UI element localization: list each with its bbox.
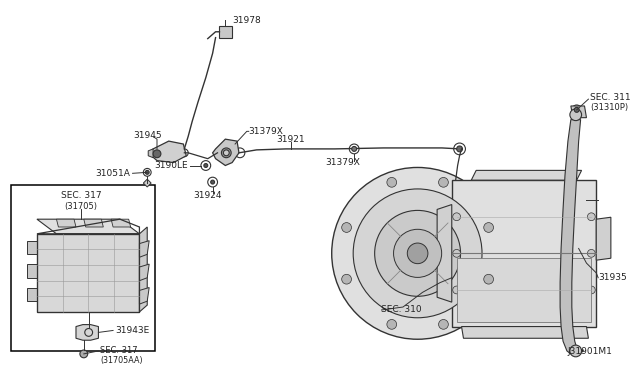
- Circle shape: [484, 274, 493, 284]
- Circle shape: [394, 229, 442, 278]
- Polygon shape: [140, 264, 149, 281]
- Circle shape: [438, 320, 449, 329]
- Polygon shape: [437, 205, 452, 302]
- Polygon shape: [140, 227, 147, 312]
- Polygon shape: [220, 26, 232, 38]
- Polygon shape: [140, 241, 149, 257]
- Circle shape: [145, 170, 149, 174]
- Polygon shape: [37, 219, 140, 234]
- Circle shape: [80, 350, 88, 358]
- Circle shape: [211, 180, 214, 184]
- Text: SEC. 310: SEC. 310: [381, 305, 422, 314]
- Text: SEC. 317: SEC. 317: [100, 346, 138, 356]
- Text: 31945: 31945: [133, 131, 161, 140]
- Bar: [457, 258, 591, 322]
- Bar: [11, 185, 155, 351]
- Text: (31705AA): (31705AA): [100, 356, 143, 365]
- Circle shape: [204, 164, 208, 167]
- Circle shape: [221, 148, 231, 158]
- Polygon shape: [148, 149, 153, 158]
- Polygon shape: [143, 179, 151, 187]
- Polygon shape: [149, 141, 186, 163]
- Text: SEC. 311: SEC. 311: [590, 93, 631, 102]
- Circle shape: [332, 167, 504, 339]
- Circle shape: [588, 250, 595, 257]
- Text: J31901M1: J31901M1: [568, 347, 613, 356]
- Circle shape: [374, 211, 461, 296]
- Circle shape: [153, 150, 161, 158]
- Circle shape: [342, 274, 351, 284]
- Circle shape: [353, 189, 482, 318]
- Polygon shape: [596, 217, 611, 260]
- Text: 31935: 31935: [598, 273, 627, 282]
- Circle shape: [387, 177, 397, 187]
- Text: (31705): (31705): [65, 202, 97, 211]
- Circle shape: [407, 243, 428, 264]
- Polygon shape: [27, 241, 37, 254]
- Polygon shape: [56, 219, 76, 227]
- Circle shape: [574, 108, 579, 112]
- Polygon shape: [27, 264, 37, 278]
- Circle shape: [452, 286, 461, 294]
- Polygon shape: [461, 327, 588, 338]
- Text: 31978: 31978: [232, 16, 261, 25]
- Text: 31379X: 31379X: [249, 127, 284, 136]
- Circle shape: [588, 286, 595, 294]
- Circle shape: [452, 213, 461, 221]
- Polygon shape: [471, 170, 582, 180]
- Polygon shape: [27, 288, 37, 301]
- Circle shape: [570, 345, 582, 357]
- Text: SEC. 317: SEC. 317: [61, 191, 101, 200]
- Circle shape: [223, 150, 229, 156]
- Polygon shape: [76, 325, 99, 340]
- Polygon shape: [37, 234, 140, 312]
- Circle shape: [352, 147, 356, 151]
- Bar: [452, 180, 596, 327]
- Text: 31379X: 31379X: [325, 158, 360, 167]
- Text: 31051A: 31051A: [95, 169, 130, 178]
- Polygon shape: [111, 219, 131, 227]
- Text: 3190LE: 3190LE: [155, 161, 188, 170]
- Circle shape: [588, 213, 595, 221]
- Circle shape: [457, 146, 463, 152]
- Text: 31921: 31921: [276, 135, 305, 144]
- Text: (31310P): (31310P): [590, 103, 628, 112]
- Circle shape: [452, 250, 461, 257]
- Circle shape: [570, 109, 582, 121]
- Polygon shape: [84, 219, 103, 227]
- Circle shape: [484, 222, 493, 232]
- Text: 31943E: 31943E: [115, 326, 149, 335]
- Circle shape: [342, 222, 351, 232]
- Polygon shape: [560, 120, 584, 354]
- Polygon shape: [140, 288, 149, 304]
- Polygon shape: [571, 106, 586, 118]
- Circle shape: [387, 320, 397, 329]
- Circle shape: [438, 177, 449, 187]
- Polygon shape: [212, 139, 239, 166]
- Text: 31924: 31924: [193, 191, 222, 200]
